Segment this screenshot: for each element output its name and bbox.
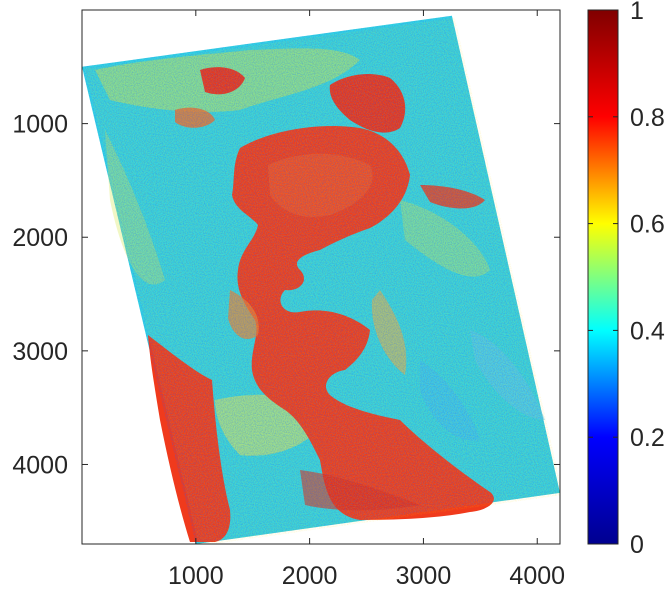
colorbar-tick-label: 0.4 bbox=[630, 317, 665, 345]
y-tick-label: 1000 bbox=[12, 111, 68, 139]
speckle-noise-warm bbox=[85, 17, 560, 544]
colorbar-ticks: 0 0.2 0.4 0.6 0.8 1 bbox=[588, 0, 665, 559]
colorbar-tick-label: 0.8 bbox=[630, 104, 665, 132]
colorbar-tick-label: 0.2 bbox=[630, 424, 665, 452]
y-tick-label: 4000 bbox=[12, 451, 68, 479]
y-axis: 1000 2000 3000 4000 bbox=[12, 111, 560, 479]
colorbar-tick-label: 0.6 bbox=[630, 211, 665, 239]
y-tick-label: 2000 bbox=[12, 224, 68, 252]
x-tick-label: 1000 bbox=[168, 562, 224, 588]
colorbar-tick-label: 1 bbox=[630, 0, 644, 25]
x-axis: 1000 2000 3000 4000 bbox=[168, 10, 565, 590]
y-tick-label: 3000 bbox=[12, 338, 68, 366]
colorbar-tick-label: 0 bbox=[630, 531, 644, 559]
x-tick-label: 3000 bbox=[396, 562, 452, 588]
colorbar bbox=[587, 9, 619, 545]
heatmap-image bbox=[82, 15, 560, 544]
axes-box bbox=[81, 9, 561, 545]
x-tick-label: 2000 bbox=[282, 562, 338, 588]
x-tick-label: 4000 bbox=[509, 562, 565, 588]
